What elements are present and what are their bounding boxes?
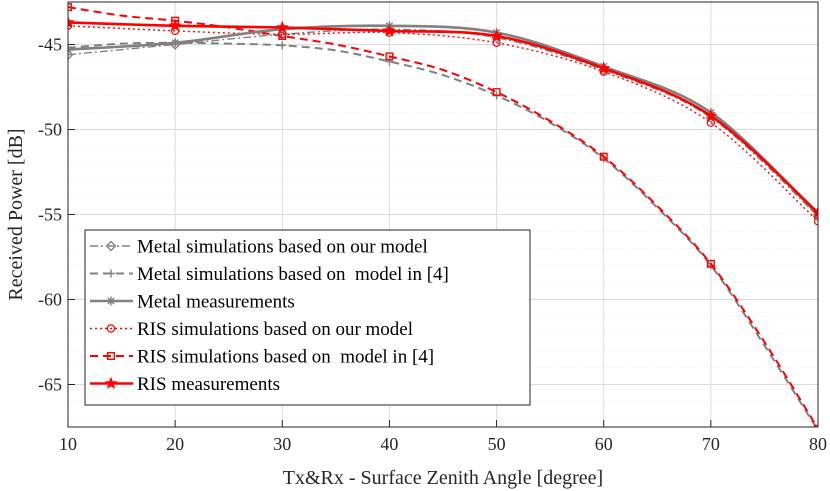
- data-point-marker: [278, 41, 287, 50]
- series-line: [68, 6, 818, 427]
- data-point-marker: [385, 57, 394, 66]
- series-line: [68, 28, 818, 217]
- data-point-marker: [68, 49, 74, 61]
- legend-box: [84, 229, 531, 406]
- legend-item: Metal simulations based on model in [4]: [90, 264, 449, 285]
- legend-marker-sample: [107, 269, 115, 278]
- axis-ticks: 10 20 30 40 50 60 70 80 -65 -60 -55 -50 -45: [38, 35, 827, 455]
- data-point-marker: [706, 118, 716, 127]
- series-line: [68, 24, 818, 216]
- series-6: [68, 15, 818, 219]
- data-point-marker: [275, 20, 289, 34]
- legend-label: Metal measurements: [137, 292, 295, 313]
- y-tick-label: -60: [38, 290, 62, 310]
- legend-item: RIS measurements: [90, 374, 280, 395]
- x-tick-label: 40: [380, 434, 398, 454]
- data-point-marker: [68, 15, 75, 28]
- series-layer: [68, 3, 818, 427]
- data-point-marker: [704, 109, 718, 122]
- x-tick-label: 60: [595, 434, 613, 454]
- data-point-marker: [811, 205, 818, 219]
- y-tick-label: -55: [38, 205, 62, 225]
- data-point-marker: [382, 24, 396, 37]
- x-tick-label: 50: [488, 434, 506, 454]
- y-tick-label: -50: [38, 120, 62, 140]
- data-point-marker: [597, 61, 611, 74]
- legend-label: RIS simulations based on our model: [137, 319, 413, 340]
- x-axis-label: Tx&Rx - Surface Zenith Angle [degree]: [283, 467, 603, 489]
- series-1: [68, 23, 818, 222]
- legend-item: RIS simulations based on our model: [90, 319, 413, 340]
- data-point-marker: [168, 18, 182, 32]
- y-axis-label: Received Power [dB]: [5, 128, 27, 300]
- x-tick-label: 20: [166, 434, 184, 454]
- legend-label: RIS simulations based on model in [4]: [137, 347, 434, 368]
- series-line: [68, 41, 818, 427]
- data-point-marker: [490, 29, 504, 42]
- x-tick-label: 70: [702, 434, 720, 454]
- legend-marker-sample: [106, 296, 116, 306]
- data-point-marker: [706, 259, 715, 268]
- legend-item: Metal simulations based on our model: [90, 237, 428, 258]
- legend-marker-sample: [105, 240, 117, 252]
- data-point-marker: [492, 38, 501, 48]
- legend-label: Metal simulations based on model in [4]: [137, 264, 449, 285]
- series-4: [68, 21, 818, 226]
- legend-marker-sample: [106, 352, 115, 361]
- data-point-marker: [813, 217, 818, 226]
- data-point-marker: [599, 152, 608, 161]
- legend-item: RIS simulations based on model in [4]: [90, 347, 434, 368]
- y-tick-label: -65: [38, 375, 62, 395]
- x-tick-label: 30: [273, 434, 291, 454]
- data-point-marker: [492, 88, 501, 97]
- legend-marker-sample: [104, 376, 118, 390]
- legend-label: Metal simulations based on our model: [137, 237, 428, 258]
- x-tick-label: 10: [59, 434, 77, 454]
- legend-marker-sample: [106, 324, 116, 333]
- x-tick-label: 80: [809, 434, 827, 454]
- data-point-marker: [68, 3, 72, 12]
- legend-item: Metal measurements: [90, 292, 295, 313]
- y-tick-label: -45: [38, 35, 62, 55]
- legend-label: RIS measurements: [137, 374, 280, 395]
- legend: Metal simulations based on our model Meta…: [84, 229, 531, 406]
- data-point-marker: [170, 38, 180, 48]
- data-point-marker: [385, 52, 394, 61]
- series-line: [68, 25, 818, 222]
